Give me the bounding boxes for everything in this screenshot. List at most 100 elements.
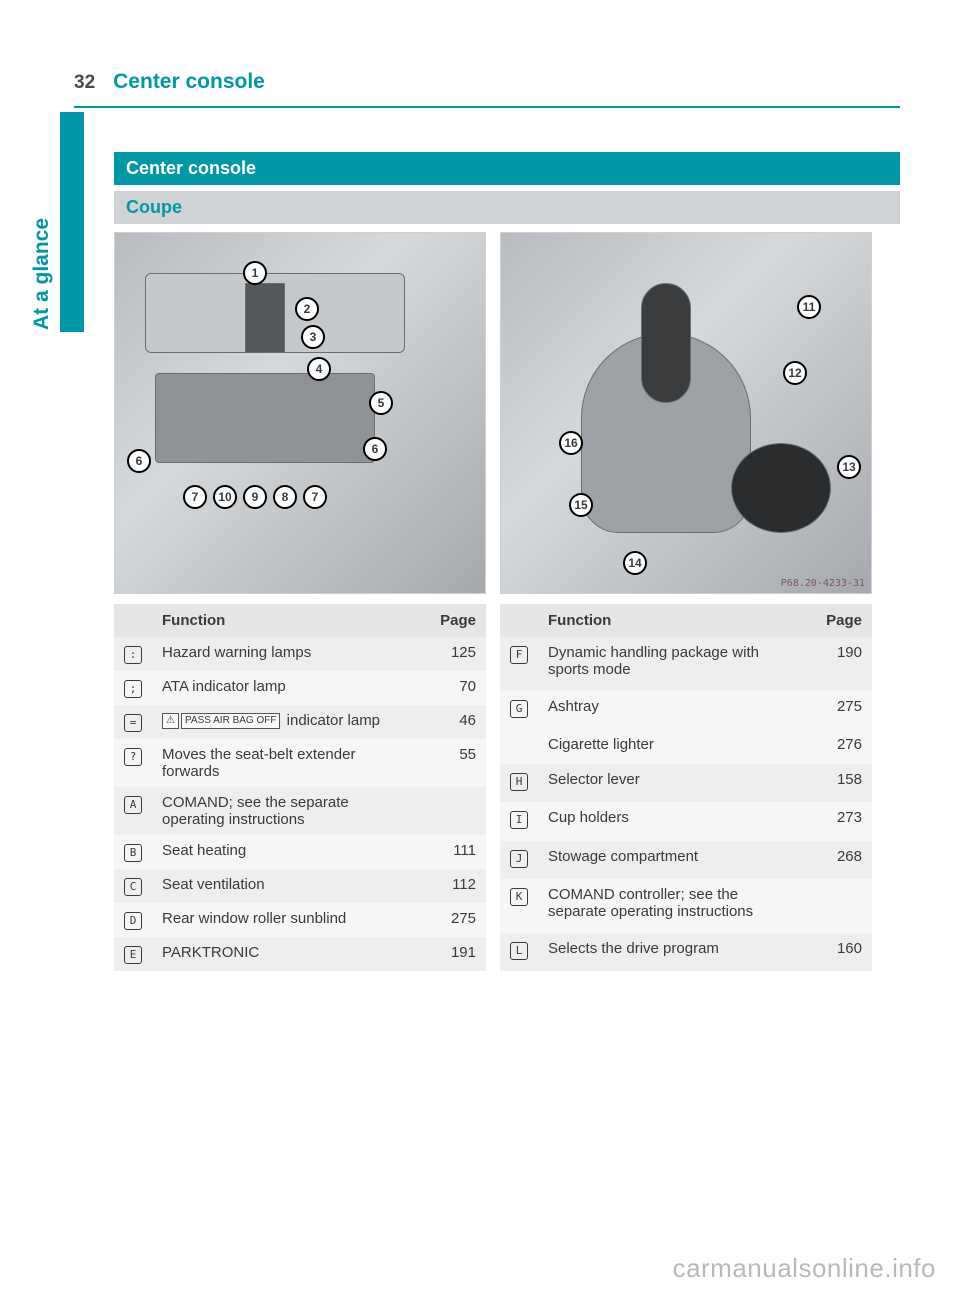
- header-rule: [74, 106, 900, 108]
- image-code: P68.20-4233-31: [781, 578, 865, 589]
- callout-7: 7: [303, 485, 327, 509]
- row-page: 125: [416, 637, 486, 671]
- callout-11: 11: [797, 295, 821, 319]
- row-index: D: [114, 903, 152, 937]
- function-table-left: Function Page :Hazard warning lamps125;A…: [114, 604, 486, 971]
- callout-1: 1: [243, 261, 267, 285]
- row-function: COMAND; see the separate operating instr…: [152, 787, 416, 835]
- callout-10: 10: [213, 485, 237, 509]
- inline-icon: PASS AIR BAG OFF: [181, 713, 281, 729]
- row-index: C: [114, 869, 152, 903]
- table-row: FDynamic handling package with sports mo…: [500, 637, 872, 691]
- function-table-right: Function Page FDynamic handling package …: [500, 604, 872, 971]
- callout-7: 7: [183, 485, 207, 509]
- diagram-left: 1234566710987: [114, 232, 486, 594]
- row-function: ATA indicator lamp: [152, 671, 416, 705]
- row-page: 268: [802, 841, 872, 879]
- row-function: Ashtray: [538, 691, 802, 729]
- table-row: =⚠PASS AIR BAG OFF indicator lamp46: [114, 705, 486, 739]
- callout-16: 16: [559, 431, 583, 455]
- table-row: ICup holders273: [500, 802, 872, 840]
- watermark: carmanualsonline.info: [673, 1253, 936, 1284]
- row-function: Stowage compartment: [538, 841, 802, 879]
- row-function: Seat heating: [152, 835, 416, 869]
- callout-13: 13: [837, 455, 861, 479]
- side-tab: [60, 112, 84, 332]
- row-index: G: [500, 691, 538, 729]
- table-row: ACOMAND; see the separate operating inst…: [114, 787, 486, 835]
- chapter-title: Center console: [113, 70, 265, 104]
- table-row: Cigarette lighter276: [500, 729, 872, 764]
- row-index: ?: [114, 739, 152, 787]
- row-page: 190: [802, 637, 872, 691]
- row-page: 273: [802, 802, 872, 840]
- col-function: Function: [152, 604, 416, 637]
- table-row: CSeat ventilation112: [114, 869, 486, 903]
- row-index: K: [500, 879, 538, 933]
- row-page: [416, 787, 486, 835]
- row-index: H: [500, 764, 538, 802]
- row-function: Rear window roller sunblind: [152, 903, 416, 937]
- table-row: BSeat heating111: [114, 835, 486, 869]
- row-index: ;: [114, 671, 152, 705]
- col-page: Page: [416, 604, 486, 637]
- row-page: 46: [416, 705, 486, 739]
- row-page: 275: [416, 903, 486, 937]
- row-page: 112: [416, 869, 486, 903]
- table-row: ?Moves the seat-belt extender forwards55: [114, 739, 486, 787]
- inline-icon: ⚠: [162, 713, 179, 729]
- row-index: E: [114, 937, 152, 971]
- row-page: 275: [802, 691, 872, 729]
- callout-6: 6: [363, 437, 387, 461]
- row-index: B: [114, 835, 152, 869]
- row-function: PARKTRONIC: [152, 937, 416, 971]
- section-title: Center console: [114, 152, 900, 185]
- table-row: EPARKTRONIC191: [114, 937, 486, 971]
- row-index: J: [500, 841, 538, 879]
- col-function: Function: [538, 604, 802, 637]
- row-page: 158: [802, 764, 872, 802]
- row-function: ⚠PASS AIR BAG OFF indicator lamp: [152, 705, 416, 739]
- page-number: 32: [74, 72, 95, 104]
- row-page: 55: [416, 739, 486, 787]
- row-index: L: [500, 933, 538, 971]
- row-function: Selector lever: [538, 764, 802, 802]
- subsection-title: Coupe: [114, 191, 900, 224]
- row-function: Dynamic handling package with sports mod…: [538, 637, 802, 691]
- row-page: 276: [802, 729, 872, 764]
- row-index: A: [114, 787, 152, 835]
- callout-4: 4: [307, 357, 331, 381]
- table-row: ;ATA indicator lamp70: [114, 671, 486, 705]
- row-function: Selects the drive program: [538, 933, 802, 971]
- row-page: [802, 879, 872, 933]
- row-index: :: [114, 637, 152, 671]
- callout-2: 2: [295, 297, 319, 321]
- col-page: Page: [802, 604, 872, 637]
- row-page: 111: [416, 835, 486, 869]
- row-function: Cigarette lighter: [538, 729, 802, 764]
- row-index: F: [500, 637, 538, 691]
- callout-5: 5: [369, 391, 393, 415]
- table-row: :Hazard warning lamps125: [114, 637, 486, 671]
- callout-6: 6: [127, 449, 151, 473]
- table-row: GAshtray275: [500, 691, 872, 729]
- row-index: =: [114, 705, 152, 739]
- callout-14: 14: [623, 551, 647, 575]
- row-function: Hazard warning lamps: [152, 637, 416, 671]
- callout-15: 15: [569, 493, 593, 517]
- row-page: 160: [802, 933, 872, 971]
- row-function: Cup holders: [538, 802, 802, 840]
- row-page: 191: [416, 937, 486, 971]
- row-function: Moves the seat-belt extender forwards: [152, 739, 416, 787]
- row-page: 70: [416, 671, 486, 705]
- table-row: DRear window roller sunblind275: [114, 903, 486, 937]
- diagram-right: P68.20-4233-31 111213141516: [500, 232, 872, 594]
- callout-8: 8: [273, 485, 297, 509]
- table-row: JStowage compartment268: [500, 841, 872, 879]
- table-row: KCOMAND controller; see the separate ope…: [500, 879, 872, 933]
- side-tab-label: At a glance: [30, 218, 54, 330]
- table-row: HSelector lever158: [500, 764, 872, 802]
- callout-3: 3: [301, 325, 325, 349]
- row-function: COMAND controller; see the separate oper…: [538, 879, 802, 933]
- table-row: LSelects the drive program160: [500, 933, 872, 971]
